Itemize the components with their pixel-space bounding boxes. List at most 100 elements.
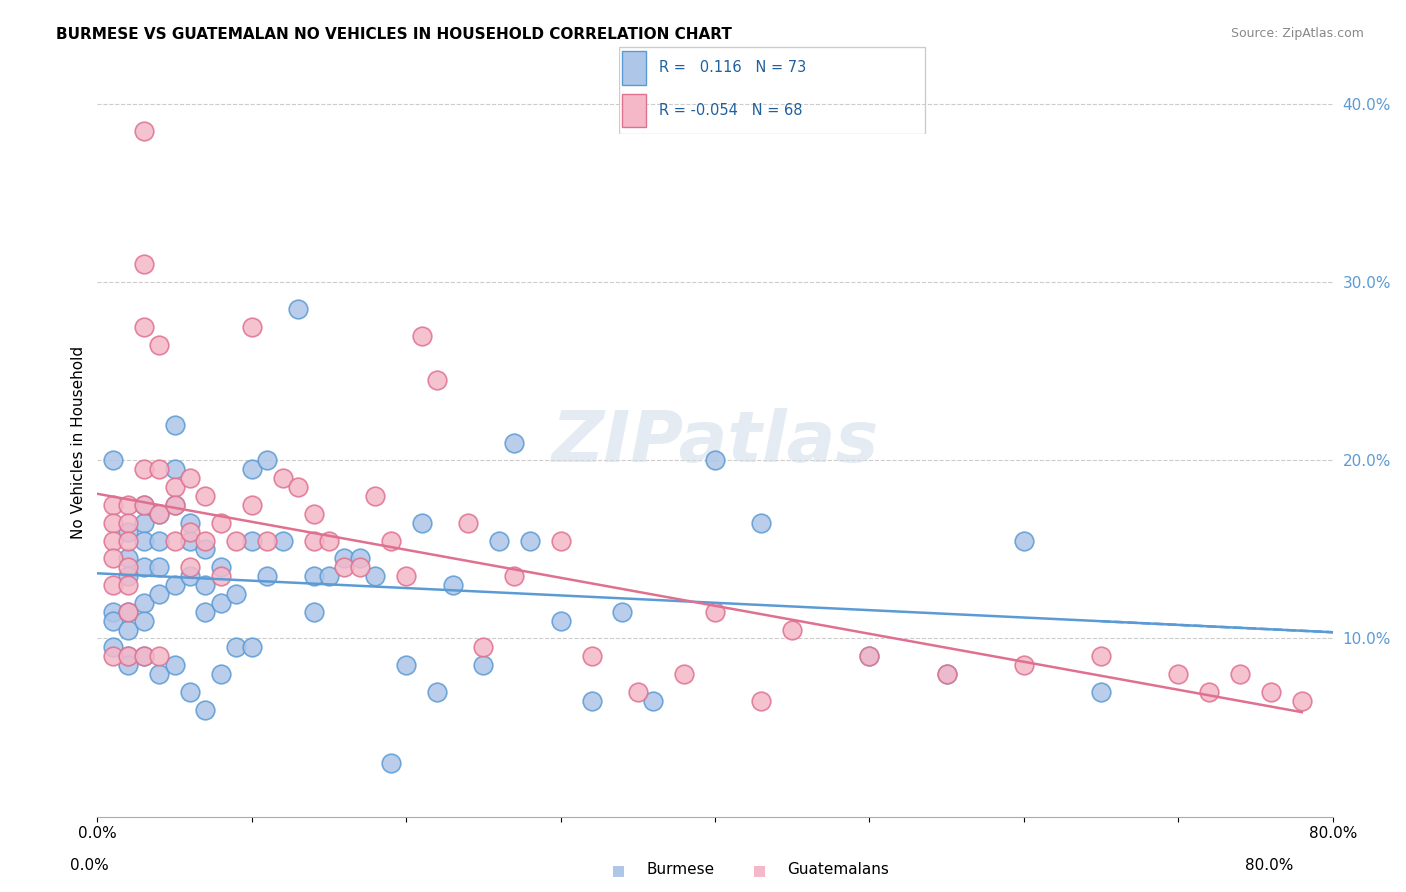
Point (101, 578, 124, 592)
Text: ZIPatlas: ZIPatlas (551, 408, 879, 477)
Point (132, 257, 155, 271)
Point (132, 462, 155, 476)
Point (364, 489, 387, 503)
Point (101, 614, 124, 628)
Point (380, 533, 402, 548)
Point (441, 578, 464, 592)
Point (751, 516, 773, 530)
Point (101, 640, 124, 655)
Point (457, 516, 479, 530)
Text: Source: ZipAtlas.com: Source: ZipAtlas.com (1230, 27, 1364, 40)
Point (179, 533, 201, 548)
Point (1090, 649, 1112, 664)
Point (117, 569, 139, 583)
Text: ▪: ▪ (612, 860, 626, 880)
Point (148, 533, 170, 548)
Point (751, 694, 773, 708)
Point (704, 453, 727, 467)
Point (643, 694, 665, 708)
Point (132, 319, 155, 334)
Point (240, 462, 263, 476)
Point (488, 533, 510, 548)
Point (704, 605, 727, 619)
Point (209, 667, 232, 681)
Point (1090, 685, 1112, 699)
Point (935, 667, 957, 681)
Point (302, 569, 325, 583)
Point (1167, 667, 1189, 681)
Point (132, 533, 155, 548)
Point (256, 569, 278, 583)
Point (581, 694, 603, 708)
Point (333, 551, 356, 566)
Point (349, 551, 371, 566)
Point (101, 453, 124, 467)
Point (380, 756, 402, 771)
Point (163, 498, 186, 512)
Point (302, 507, 325, 521)
Point (550, 533, 572, 548)
Point (1198, 685, 1220, 699)
Point (117, 623, 139, 637)
Point (117, 516, 139, 530)
Point (256, 453, 278, 467)
Point (364, 569, 387, 583)
Point (101, 498, 124, 512)
Point (426, 685, 449, 699)
Point (673, 667, 696, 681)
Point (148, 587, 170, 601)
Point (117, 649, 139, 664)
Y-axis label: No Vehicles in Household: No Vehicles in Household (72, 346, 86, 539)
Point (163, 658, 186, 673)
Point (148, 667, 170, 681)
Point (1012, 533, 1035, 548)
Point (194, 605, 217, 619)
Point (302, 533, 325, 548)
Point (287, 480, 309, 494)
Point (117, 605, 139, 619)
Text: Burmese: Burmese (647, 863, 714, 877)
Point (132, 124, 155, 138)
Point (117, 551, 139, 566)
Point (148, 462, 170, 476)
Point (117, 578, 139, 592)
Point (194, 703, 217, 717)
Text: ▪: ▪ (752, 860, 766, 880)
Point (132, 560, 155, 574)
Point (858, 649, 880, 664)
Point (194, 489, 217, 503)
Text: 0.0%: 0.0% (70, 858, 110, 872)
Point (117, 524, 139, 539)
Point (550, 614, 572, 628)
Point (271, 533, 294, 548)
Point (349, 560, 371, 574)
Point (179, 471, 201, 485)
Point (132, 516, 155, 530)
Point (117, 658, 139, 673)
Point (132, 614, 155, 628)
Point (132, 498, 155, 512)
Point (101, 551, 124, 566)
Point (163, 480, 186, 494)
FancyBboxPatch shape (621, 94, 647, 128)
Point (101, 533, 124, 548)
Point (209, 560, 232, 574)
Point (503, 569, 526, 583)
Point (472, 658, 495, 673)
Point (163, 498, 186, 512)
FancyBboxPatch shape (621, 51, 647, 85)
Point (179, 685, 201, 699)
Text: BURMESE VS GUATEMALAN NO VEHICLES IN HOUSEHOLD CORRELATION CHART: BURMESE VS GUATEMALAN NO VEHICLES IN HOU… (56, 27, 733, 42)
Point (1260, 685, 1282, 699)
Point (117, 560, 139, 574)
Point (302, 605, 325, 619)
Point (395, 658, 418, 673)
Point (179, 560, 201, 574)
Point (194, 533, 217, 548)
Point (163, 462, 186, 476)
Point (117, 533, 139, 548)
Point (101, 516, 124, 530)
Point (271, 471, 294, 485)
Point (117, 649, 139, 664)
Point (148, 507, 170, 521)
